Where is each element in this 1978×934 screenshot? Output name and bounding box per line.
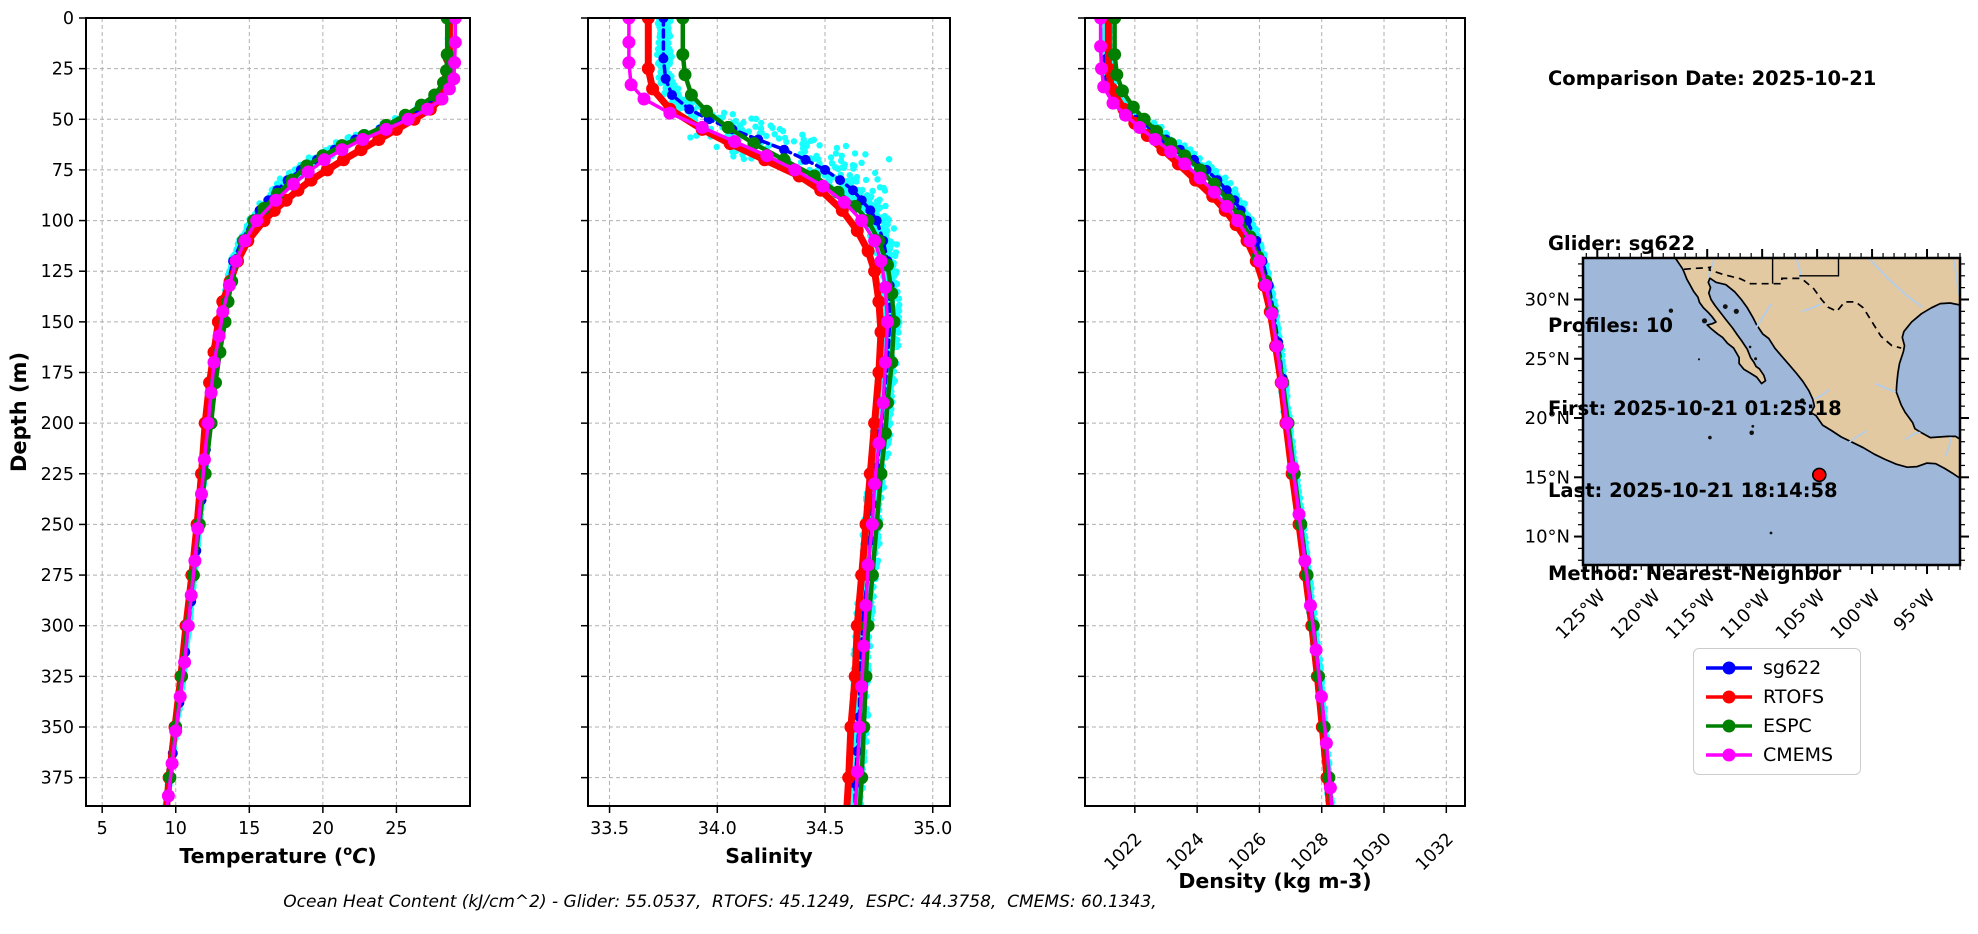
map-river <box>1848 430 1868 444</box>
map-island <box>1751 424 1755 428</box>
map-country-border <box>1683 266 1902 349</box>
legend: sg622 RTOFS ESPC CMEMS <box>1693 648 1861 775</box>
legend-item-cmems: CMEMS <box>1704 744 1848 766</box>
x-axis-label: Salinity <box>725 844 812 868</box>
legend-swatch-line-marker-icon <box>1706 661 1752 675</box>
temperature-plot: 5 10 15 20 250255075100125150175200225250275… <box>7 9 471 868</box>
legend-item-label: CMEMS <box>1763 744 1834 766</box>
y-axis-label: Depth (m) <box>7 352 31 472</box>
legend-item-label: ESPC <box>1763 715 1812 737</box>
svg-text:225: 225 <box>41 465 74 485</box>
axis-ticks: 33.5 34.0 34.5 35.0 <box>581 17 952 839</box>
glider-raw-scatter <box>1098 18 1336 806</box>
series-CMEMS <box>1094 18 1337 806</box>
map-state-border <box>1799 258 1840 277</box>
svg-text:350: 350 <box>41 718 74 738</box>
map-river <box>1813 388 1830 400</box>
grid-lines <box>86 17 470 806</box>
svg-text:325: 325 <box>41 667 74 687</box>
svg-text:150: 150 <box>41 313 74 333</box>
map-island <box>1748 345 1752 349</box>
map-river <box>1904 431 1921 441</box>
svg-text:300: 300 <box>41 617 74 637</box>
svg-text:25: 25 <box>385 819 407 839</box>
first-time-text: First: 2025-10-21 01:25:18 <box>1548 396 1842 420</box>
svg-text:200: 200 <box>41 414 74 434</box>
series-RTOFS <box>162 18 456 806</box>
svg-text:75: 75 <box>52 161 74 181</box>
svg-text:275: 275 <box>41 566 74 586</box>
comparison-date-text: Comparison Date: 2025-10-21 <box>1548 67 1877 90</box>
info-panel: Comparison Date: 2025-10-21 Glider: sg62… <box>1548 10 1876 615</box>
axis-ticks: 5 10 15 20 250255075100125150175200225250275… <box>41 9 408 839</box>
svg-text:34.0: 34.0 <box>698 819 737 839</box>
map-island <box>1697 358 1701 361</box>
map-island <box>1722 304 1728 309</box>
last-time-text: Last: 2025-10-21 18:14:58 <box>1548 479 1838 502</box>
map-river <box>1801 302 1823 313</box>
map-river <box>1944 436 1952 457</box>
glider-location-marker <box>1812 467 1827 483</box>
svg-text:0: 0 <box>63 9 74 29</box>
legend-item-espc: ESPC <box>1704 715 1848 737</box>
glider-text: Glider: sg622 <box>1548 231 1696 255</box>
legend-swatch-line-marker-icon <box>1706 690 1752 704</box>
svg-text:5: 5 <box>97 819 108 839</box>
svg-text:375: 375 <box>41 769 74 789</box>
legend-item-label: sg622 <box>1763 657 1822 679</box>
method-text: Method: Nearest-Neighbor <box>1548 561 1842 585</box>
svg-text:100: 100 <box>41 212 74 232</box>
svg-text:33.5: 33.5 <box>590 819 629 839</box>
salinity-plot: 33.5 34.0 34.5 35.0 Salinity <box>581 17 952 868</box>
svg-text:50: 50 <box>52 110 74 130</box>
map-island <box>1733 308 1739 314</box>
map-island <box>1668 308 1674 313</box>
profiles-text: Profiles: 10 <box>1548 314 1673 337</box>
svg-text:250: 250 <box>41 515 74 535</box>
map-island <box>1749 430 1754 436</box>
svg-text:25: 25 <box>52 60 74 80</box>
info-spacer <box>1548 148 1876 175</box>
series-CMEMS <box>161 18 462 806</box>
svg-text:34.5: 34.5 <box>806 819 845 839</box>
svg-text:20: 20 <box>312 819 334 839</box>
map-island <box>1701 318 1708 324</box>
series-sg622 <box>1101 18 1334 806</box>
grid-lines <box>1085 17 1465 806</box>
series-CMEMS <box>622 18 894 806</box>
map-land <box>1674 258 1960 480</box>
svg-text:175: 175 <box>41 363 74 383</box>
legend-item-rtofs: RTOFS <box>1704 686 1848 708</box>
map-island <box>1754 357 1758 361</box>
legend-swatch-line-marker-icon <box>1706 748 1752 762</box>
x-axis-label: Density (kg m-3) <box>1178 869 1371 893</box>
map-river <box>1868 258 1924 308</box>
svg-text:15: 15 <box>238 819 260 839</box>
map-river <box>1952 258 1960 295</box>
map-river <box>1875 382 1897 393</box>
svg-text:10: 10 <box>165 819 187 839</box>
ohc-caption: Ocean Heat Content (kJ/cm^2) - Glider: 5… <box>283 892 1157 912</box>
svg-text:125: 125 <box>41 262 74 282</box>
legend-swatch-line-marker-icon <box>1706 719 1752 733</box>
x-axis-label: Temperature (oC) <box>179 844 376 868</box>
legend-item-sg622: sg622 <box>1704 657 1848 679</box>
map-river <box>1795 258 1803 279</box>
svg-text:35.0: 35.0 <box>913 819 952 839</box>
map-island <box>1769 531 1773 535</box>
map-island <box>1708 435 1712 440</box>
legend-item-label: RTOFS <box>1763 686 1825 708</box>
map-river <box>1755 303 1772 329</box>
map-island <box>1802 401 1807 405</box>
